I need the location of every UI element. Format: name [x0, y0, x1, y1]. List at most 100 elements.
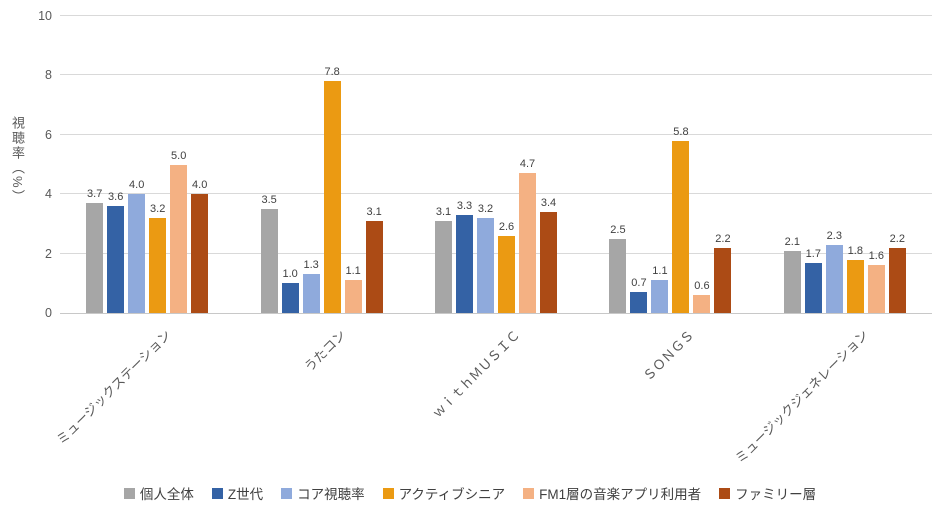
- bar-ファミリー層: [888, 247, 906, 313]
- bar-アクティブシニア: [149, 217, 167, 313]
- bar-groups: 3.7 3.6 4.0 3.2 5.0 4.0 ミュージックステーション 3.5 1.0 1.3 7…: [54, 16, 932, 466]
- bar-value-label: 3.5: [261, 194, 277, 207]
- bar-value-label: 3.2: [150, 202, 166, 215]
- legend-item: Z世代: [211, 483, 264, 503]
- bar-value-label: 7.8: [324, 66, 340, 79]
- bar-wrap: 0.6: [693, 16, 711, 313]
- bar-value-label: 3.1: [435, 205, 452, 218]
- legend-item: ファミリー層: [719, 483, 816, 503]
- legend-swatch-icon: [523, 487, 535, 499]
- y-tick-label: 4: [45, 187, 52, 202]
- bar-wrap: 3.2: [149, 16, 167, 313]
- bar-wrap: 3.7: [86, 16, 104, 313]
- bar-value-label: 4.0: [192, 179, 208, 192]
- gridline: [60, 15, 932, 16]
- y-tick-label: 0: [45, 306, 52, 320]
- bar-value-label: 2.5: [610, 223, 626, 236]
- x-axis-label: ミュージックジェネレーション: [732, 327, 872, 467]
- bar-wrap: 2.3: [825, 16, 843, 313]
- y-axis-title: 視聴率（%）: [10, 116, 25, 205]
- bar-group: 3.5 1.0 1.3 7.8 1.1 3.1 うたコン: [234, 16, 408, 375]
- bar-Z世代: [804, 262, 822, 313]
- gridline: [60, 193, 932, 195]
- bar-コア視聴率: [128, 194, 146, 313]
- bar-wrap: 1.6: [867, 16, 885, 313]
- legend-label: アクティブシニア: [398, 487, 506, 502]
- bar-value-label: 1.7: [805, 247, 821, 260]
- bar-value-label: 1.1: [345, 265, 361, 278]
- bar-value-label: 3.3: [456, 200, 473, 212]
- bar-value-label: 4.0: [129, 179, 145, 192]
- bar-個人全体: [435, 220, 453, 313]
- bar-value-label: 1.0: [282, 268, 298, 281]
- bar-value-label: 5.0: [171, 149, 187, 162]
- bar-コア視聴率: [651, 280, 669, 313]
- x-axis-label: ミュージックステーション: [53, 327, 174, 448]
- bar-wrap: 4.0: [191, 16, 209, 313]
- bar-wrap: 3.4: [540, 16, 558, 313]
- gridline: [60, 133, 932, 135]
- bar-value-label: 4.7: [519, 158, 536, 171]
- legend-swatch-icon: [211, 487, 223, 499]
- legend-label: Z世代: [227, 487, 264, 502]
- bar-wrap: 4.7: [519, 16, 537, 313]
- bar-value-label: 1.6: [868, 250, 884, 263]
- bar-group: 3.1 3.3 3.2 2.6 4.7 3.4 ｗｉｔｈＭＵＳＩＣ: [409, 16, 583, 420]
- bar-Z世代: [281, 283, 299, 313]
- bar-FM1層の音楽アプリ利用者: [519, 173, 537, 313]
- legend: 個人全体 Z世代 コア視聴率 アクティブシニア FM1層の音楽アプリ利用者 ファミリー層: [0, 483, 940, 503]
- bar-wrap: 3.6: [107, 16, 125, 313]
- bar-wrap: 4.0: [128, 16, 146, 313]
- bar-wrap: 1.1: [651, 16, 669, 313]
- bar-value-label: 3.7: [87, 188, 103, 201]
- gridline: [60, 252, 932, 254]
- y-tick-label: 10: [38, 9, 52, 23]
- bar-アクティブシニア: [672, 140, 690, 313]
- bar-wrap: 3.3: [456, 16, 474, 313]
- bar-wrap: 5.0: [170, 16, 188, 313]
- bar-Z世代: [630, 292, 648, 313]
- bar-wrap: 3.2: [477, 16, 495, 313]
- bar-value-label: 2.3: [826, 229, 842, 242]
- bar-個人全体: [86, 203, 104, 313]
- legend-item: FM1層の音楽アプリ利用者: [523, 483, 701, 503]
- bar-ファミリー層: [714, 247, 732, 313]
- legend-swatch-icon: [382, 487, 394, 499]
- bar-wrap: 7.8: [323, 16, 341, 313]
- bar-value-label: 2.1: [784, 235, 800, 248]
- y-tick-label: 2: [45, 246, 52, 261]
- plot-area: 3.7 3.6 4.0 3.2 5.0 4.0 ミュージックステーション 3.5 1.0 1.3 7…: [54, 15, 932, 466]
- bar-wrap: 3.1: [435, 16, 453, 313]
- x-axis-label: ＳＯＮＧＳ: [640, 327, 698, 384]
- bar-コア視聴率: [302, 274, 320, 313]
- bar-wrap: 1.1: [344, 16, 362, 313]
- bar-value-label: 2.2: [715, 232, 731, 245]
- bar-value-label: 2.2: [889, 232, 905, 245]
- bar-wrap: 2.5: [609, 16, 627, 313]
- bar-ファミリー層: [365, 220, 383, 313]
- bar-wrap: 1.7: [804, 16, 822, 313]
- bar-value-label: 5.8: [673, 125, 689, 138]
- bar-wrap: 5.8: [672, 16, 690, 313]
- bar-value-label: 3.6: [108, 191, 124, 204]
- bar-アクティブシニア: [846, 259, 864, 313]
- bar-個人全体: [609, 238, 627, 313]
- legend-label: コア視聴率: [297, 487, 365, 502]
- y-tick-label: 6: [45, 127, 52, 142]
- bar-wrap: 2.6: [498, 16, 516, 313]
- bar-value-label: 1.1: [652, 265, 668, 278]
- bar-value-label: 1.3: [303, 259, 319, 272]
- bar-wrap: 3.1: [365, 16, 383, 313]
- bar-value-label: 3.2: [477, 202, 494, 215]
- bar-アクティブシニア: [498, 235, 516, 313]
- bar-FM1層の音楽アプリ利用者: [867, 265, 885, 313]
- bar-group: 2.5 0.7 1.1 5.8 0.6 2.2 ＳＯＮＧＳ: [583, 16, 757, 384]
- bar-group: 2.1 1.7 2.3 1.8 1.6 2.2 ミュージックジェネレーション: [733, 16, 932, 466]
- legend-label: FM1層の音楽アプリ利用者: [539, 487, 702, 502]
- legend-item: アクティブシニア: [382, 483, 506, 503]
- bar-value-label: 0.7: [631, 277, 647, 290]
- bar-wrap: 0.7: [630, 16, 648, 313]
- y-tick-label: 8: [45, 68, 52, 83]
- legend-swatch-icon: [719, 487, 731, 499]
